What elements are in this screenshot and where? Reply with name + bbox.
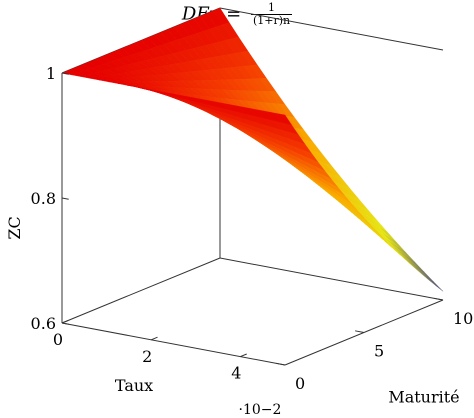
z-tick-label: 1 <box>46 64 56 83</box>
box-edge <box>219 7 444 51</box>
z-tick-label: 0.6 <box>31 314 56 333</box>
y-axis-label: Maturité <box>388 388 459 407</box>
surface-patch <box>408 257 425 273</box>
z-tick-mark <box>61 72 69 75</box>
surface-patch <box>392 243 409 258</box>
box-edge <box>219 257 444 301</box>
title-denominator: (1+r)n <box>252 14 291 27</box>
x-tick-label: 4 <box>231 364 241 383</box>
y-tick-mark <box>433 297 444 301</box>
surface <box>61 7 444 292</box>
x-tick-label: 0 <box>53 330 63 349</box>
plot-box-front <box>61 299 444 366</box>
z-tick-label: 0.8 <box>31 189 56 208</box>
x-tick-mark <box>240 353 247 358</box>
y-tick-mark <box>354 330 365 333</box>
x-axis-label: Taux <box>115 376 153 395</box>
title-numerator: 1 <box>250 2 293 15</box>
z-tick-mark <box>61 322 69 325</box>
x-tick-mark <box>151 336 158 341</box>
ticks: 0 2 4 0 5 10 0.6 0.8 1 <box>31 64 474 393</box>
y-tick-label: 0 <box>295 374 305 393</box>
z-axis-label: ZC <box>5 216 24 239</box>
x-scale-label: ·10−2 <box>239 402 282 418</box>
z-tick-mark <box>61 197 69 200</box>
y-tick-mark <box>275 362 286 366</box>
y-tick-label: 5 <box>374 342 384 361</box>
box-edge <box>61 322 286 366</box>
y-tick-label: 10 <box>453 309 473 328</box>
surface-patch <box>275 113 293 126</box>
title-fraction: 1 (1+r)n <box>250 2 293 27</box>
x-tick-mark <box>61 319 69 324</box>
box-edge <box>61 257 221 324</box>
x-tick-label: 2 <box>142 347 152 366</box>
